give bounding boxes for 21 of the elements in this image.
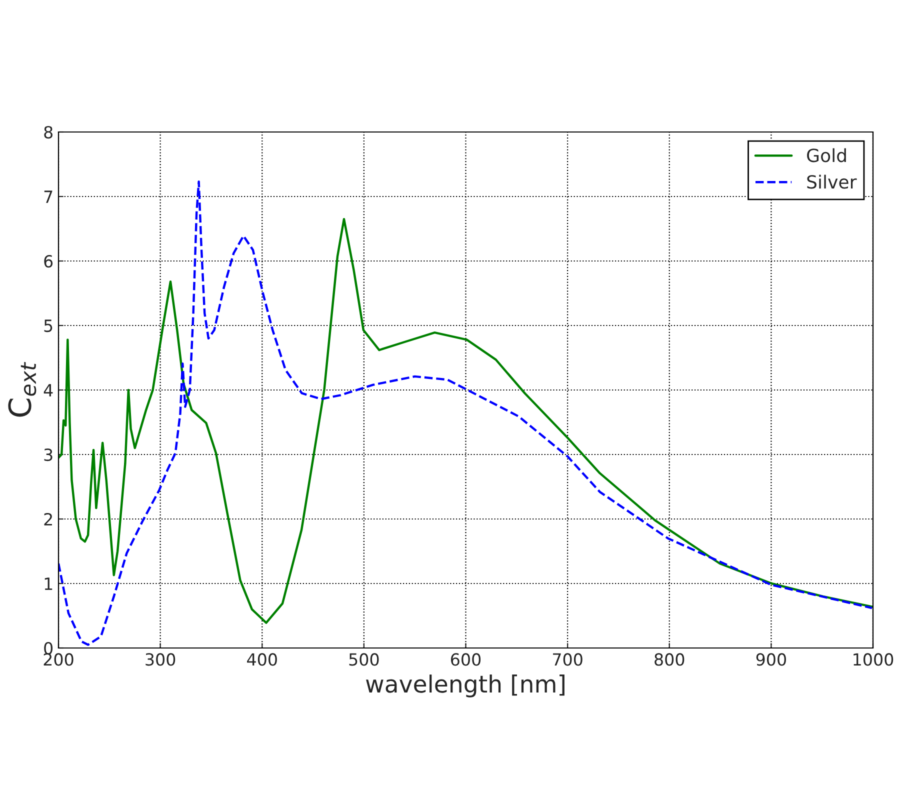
x-tick-label: 700 (553, 653, 582, 666)
y-tick-label: 7 (44, 190, 52, 203)
y-axis-title: C$_{ext}$ (8, 362, 36, 417)
y-tick-label: 2 (44, 512, 52, 526)
legend-label: Gold (807, 148, 846, 162)
x-tick-label: 200 (44, 653, 74, 666)
x-axis-title: wavelength [nm] (366, 674, 564, 698)
x-tick-label: 900 (756, 653, 786, 666)
y-tick-label: 8 (44, 126, 52, 139)
legend-label: Silver (807, 174, 857, 189)
y-tick-label: 5 (44, 320, 52, 332)
x-tick-label: 1000 (854, 653, 894, 666)
x-tick-label: 600 (451, 653, 481, 666)
x-tick-label: 800 (654, 653, 684, 666)
y-tick-label: 1 (44, 578, 52, 590)
y-tick-label: 3 (44, 448, 52, 462)
x-tick-label: 400 (247, 653, 277, 666)
x-tick-label: 500 (349, 653, 379, 666)
y-tick-label: 6 (44, 254, 53, 268)
y-tick-label: 4 (44, 384, 53, 396)
x-tick-label: 300 (146, 653, 176, 666)
